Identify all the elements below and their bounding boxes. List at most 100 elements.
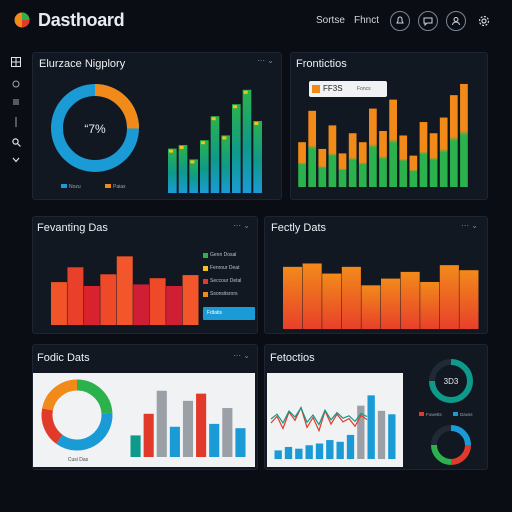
menu-icon[interactable] [10, 96, 22, 108]
bar [295, 448, 303, 459]
legend-suffix: Foncs [357, 86, 371, 92]
bar [221, 135, 230, 193]
donut-chart: Cusi Das [41, 379, 113, 463]
bar [196, 393, 207, 457]
bar [274, 450, 282, 459]
bar [284, 446, 293, 459]
bar [328, 125, 337, 187]
line-series-teal [270, 406, 368, 426]
chevron-down-icon[interactable] [10, 154, 22, 166]
bar [341, 266, 361, 329]
chat-icon [423, 17, 433, 26]
top-bar: Dasthoard Sortse Fhnct [0, 0, 512, 40]
bar [399, 135, 408, 187]
panel-menu-button[interactable]: ⋯ ⌄ [233, 351, 250, 360]
gauges: 3D3 Fowetts Daxss [419, 359, 473, 465]
bar [133, 284, 150, 325]
chart-card: Cusi Das [33, 373, 255, 467]
panel-top-right: Frontictios FF3S Foncs [290, 52, 488, 200]
legend-item: Seccour Detal [203, 277, 255, 290]
bar [315, 443, 324, 459]
bar-label-marker [254, 122, 259, 125]
panel-bottom-right: Fetoctios 3D3 Fowetts Daxss [264, 344, 488, 470]
legend-label: Nozu [69, 184, 81, 190]
legend-label: FF3S [323, 84, 343, 93]
legend-label: Paiax [113, 184, 126, 190]
search-icon[interactable] [10, 136, 22, 148]
bar [232, 104, 241, 193]
panel-mid-right: Fectly Dats ⋯ ⌄ [264, 216, 488, 334]
bar-label-marker [243, 90, 248, 94]
bar-chart [51, 256, 199, 325]
bar [449, 95, 458, 187]
bar [168, 148, 177, 193]
gauge-arc [431, 444, 452, 465]
bar [439, 265, 459, 329]
notifications-button[interactable] [390, 11, 410, 31]
legend-item: Fenrour Deat [203, 264, 255, 277]
legend-label: Daxss [460, 412, 473, 417]
nav-link-sortse[interactable]: Sortse [316, 15, 345, 26]
panel-top-left: Elurzace Nigplory ⋯ ⌄ “7% Nozu Paiax [32, 52, 282, 200]
bar [336, 441, 344, 459]
bar-chart [298, 83, 468, 187]
bar [189, 159, 198, 193]
bar [178, 145, 188, 193]
bar [308, 110, 317, 187]
bar [130, 435, 141, 457]
legend-swatch-blue [453, 412, 458, 416]
bar-label-marker [233, 105, 237, 109]
bar [182, 275, 199, 325]
bar [210, 116, 220, 193]
legend-swatch-red [419, 412, 424, 416]
legend-highlight[interactable]: Fdtatis [203, 307, 255, 320]
bar [222, 408, 233, 457]
bar [379, 131, 387, 187]
bar [389, 99, 397, 187]
bar [67, 267, 84, 325]
grid-icon[interactable] [10, 56, 22, 68]
bar [381, 278, 401, 329]
bar [302, 263, 322, 329]
bar [459, 270, 479, 329]
panel-title: Fectly Dats [271, 222, 327, 234]
pin-icon[interactable] [10, 116, 22, 128]
gauge-value: 3D3 [444, 377, 459, 386]
bar-label-marker [179, 146, 184, 149]
panel-title: Fetoctios [270, 352, 315, 364]
settings-icon[interactable] [10, 78, 22, 90]
bar [367, 395, 375, 459]
bar [298, 142, 306, 187]
bar [460, 83, 468, 187]
settings-button[interactable] [474, 11, 494, 31]
panel-title: Fodic Dats [37, 352, 90, 364]
panel-title: Frontictios [296, 58, 347, 70]
panel-menu-button[interactable]: ⋯ ⌄ [257, 56, 274, 65]
user-button[interactable] [446, 11, 466, 31]
bar [253, 121, 262, 193]
bar [318, 148, 327, 187]
line-bar-chart [270, 395, 396, 459]
bar [51, 282, 67, 325]
bar [156, 390, 167, 457]
bar [348, 133, 357, 187]
bar [149, 278, 166, 325]
messages-button[interactable] [418, 11, 438, 31]
legend-label: Fowetts [426, 412, 443, 417]
bar-label-marker [222, 136, 227, 140]
nav-link-fhnct[interactable]: Fhnct [354, 15, 380, 26]
donut-slices [41, 379, 113, 451]
legend-swatch-blue [61, 184, 67, 188]
bar [388, 414, 396, 459]
bar [419, 122, 428, 187]
bar [357, 405, 365, 459]
donut-slice [42, 379, 78, 411]
line-series-red [270, 405, 368, 433]
bar [420, 281, 440, 329]
panel-menu-button[interactable]: ⋯ ⌄ [233, 221, 250, 230]
bar-chart [168, 89, 262, 193]
donut-slice [41, 408, 63, 444]
bar [182, 400, 194, 457]
panel-menu-button[interactable]: ⋯ ⌄ [461, 221, 478, 230]
legend-item: Ssonsitsrors [203, 290, 255, 303]
